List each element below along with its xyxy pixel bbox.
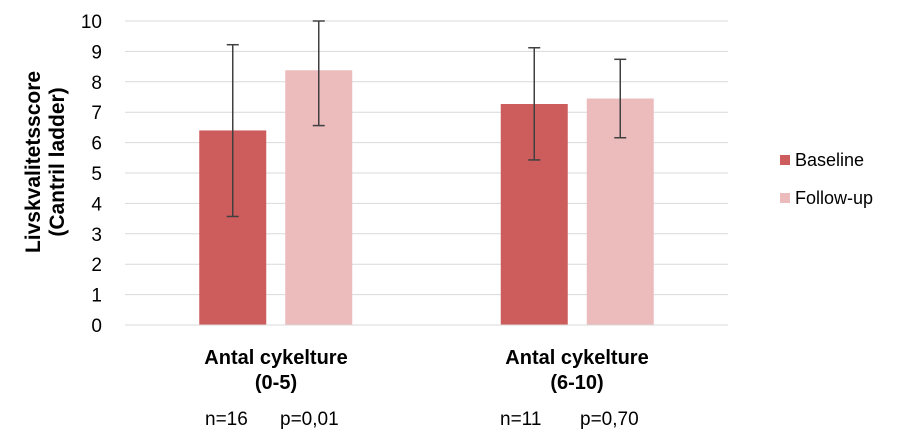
y-tick-label-3: 3 <box>91 225 102 246</box>
y-tick-label-10: 10 <box>81 12 102 33</box>
p-value-1: p=0,01 <box>280 409 339 430</box>
y-tick-label-1: 1 <box>91 286 102 307</box>
y-tick-label-7: 7 <box>91 103 102 124</box>
category-label-2-line-1: Antal cykelture <box>505 347 648 369</box>
p-value-2: p=0,70 <box>580 409 639 430</box>
y-tick-label-0: 0 <box>91 316 102 337</box>
sample-size-1: n=16 <box>205 409 248 430</box>
category-label-1-line-2: (0-5) <box>255 372 297 394</box>
bars <box>199 70 654 326</box>
y-tick-label-2: 2 <box>91 255 102 276</box>
y-axis-ticks: 0 1 2 3 4 5 6 7 8 9 10 <box>81 12 103 337</box>
y-tick-label-8: 8 <box>91 73 102 94</box>
error-bar-follow-up-2 <box>614 58 627 139</box>
error-bars <box>226 20 627 218</box>
y-axis-label-line-2: (Cantril ladder) <box>46 87 69 236</box>
legend-label-baseline: Baseline <box>795 150 864 170</box>
y-tick-label-5: 5 <box>91 164 102 185</box>
category-label-1-line-1: Antal cykelture <box>204 347 347 369</box>
legend: Baseline Follow-up <box>780 150 873 208</box>
y-axis-label-line-1: Livskvalitetsscore <box>22 71 45 253</box>
y-tick-label-6: 6 <box>91 134 102 155</box>
sample-size-2: n=11 <box>500 409 541 430</box>
legend-swatch-follow-up <box>780 193 790 203</box>
y-tick-label-4: 4 <box>91 194 102 215</box>
legend-label-follow-up: Follow-up <box>795 188 873 208</box>
error-bar-follow-up-1 <box>312 20 325 127</box>
y-tick-label-9: 9 <box>91 42 102 63</box>
legend-swatch-baseline <box>780 155 790 165</box>
error-bar-baseline-1 <box>226 43 239 218</box>
category-label-2-line-2: (6-10) <box>550 372 603 394</box>
error-bar-baseline-2 <box>528 47 541 161</box>
